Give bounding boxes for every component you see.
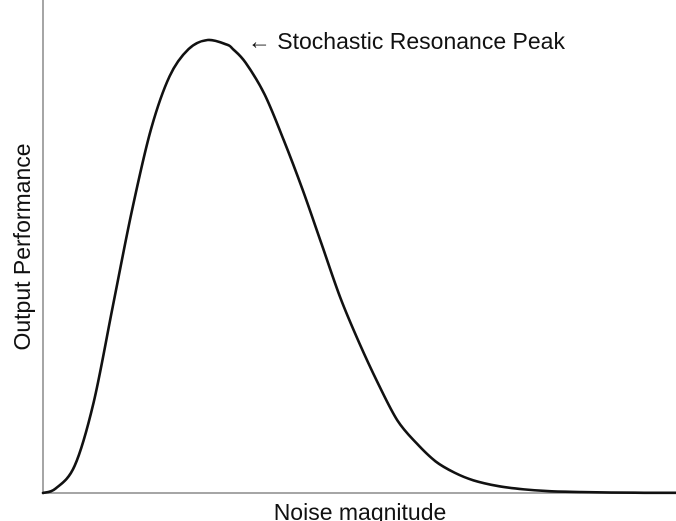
- y-axis-label: Output Performance: [9, 143, 35, 350]
- series-line-performance: [41, 38, 676, 495]
- annotation-peak: ← Stochastic Resonance Peak: [248, 28, 566, 54]
- x-axis-label: Noise magnitude: [274, 499, 447, 521]
